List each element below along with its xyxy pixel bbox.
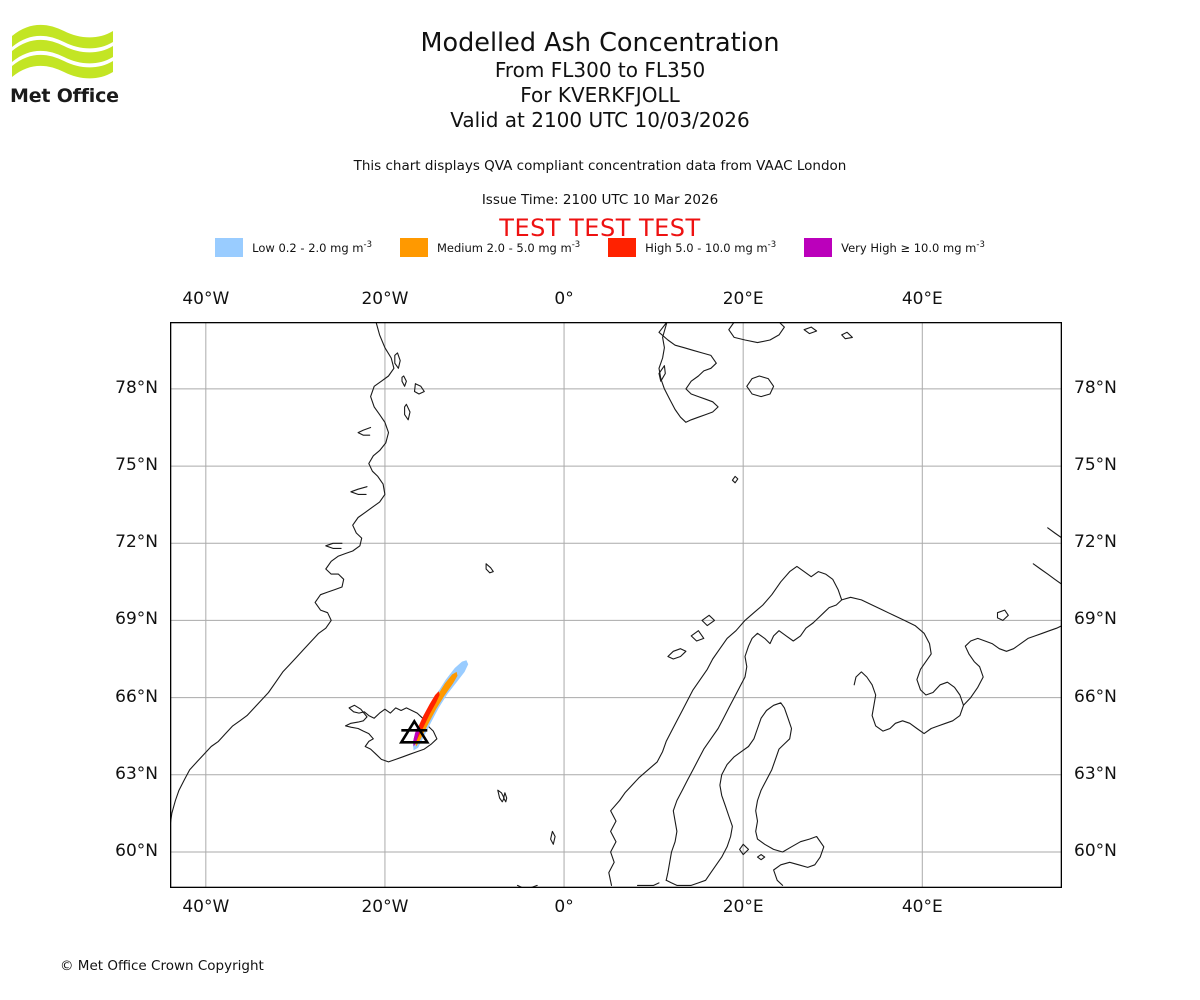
lat-tick-right-2: 66°N bbox=[1074, 686, 1117, 707]
legend-label-high: High 5.0 - 10.0 mg m-3 bbox=[645, 240, 777, 255]
met-office-logo-text: Met Office bbox=[10, 85, 119, 107]
plume-99ccff bbox=[412, 660, 469, 751]
lon-tick-top-3: 20°E bbox=[722, 289, 764, 309]
issue-time: Issue Time: 2100 UTC 10 Mar 2026 bbox=[481, 192, 719, 208]
test-banner: TEST TEST TEST bbox=[499, 214, 701, 242]
concentration-legend: Low 0.2 - 2.0 mg m-3 Medium 2.0 - 5.0 mg… bbox=[0, 238, 1200, 257]
lon-tick-bottom-1: 20°W bbox=[361, 897, 409, 917]
legend-item-medium: Medium 2.0 - 5.0 mg m-3 bbox=[399, 238, 581, 257]
lon-tick-bottom-0: 40°W bbox=[182, 897, 230, 917]
lat-tick-right-3: 69°N bbox=[1074, 609, 1117, 630]
lat-tick-right-5: 75°N bbox=[1074, 455, 1117, 476]
legend-swatch-very-high bbox=[804, 238, 833, 257]
lon-tick-bottom-2: 0° bbox=[554, 897, 574, 917]
lat-tick-left-6: 78°N bbox=[115, 377, 158, 398]
lat-tick-right-4: 72°N bbox=[1074, 532, 1117, 553]
map-background bbox=[170, 322, 1062, 888]
qva-note: This chart displays QVA compliant concen… bbox=[353, 158, 847, 174]
map-gridlines bbox=[170, 322, 1062, 888]
lat-tick-left-4: 72°N bbox=[115, 532, 158, 553]
lat-tick-right-1: 63°N bbox=[1074, 763, 1117, 784]
ash-concentration-map bbox=[170, 322, 1062, 888]
legend-item-low: Low 0.2 - 2.0 mg m-3 bbox=[215, 238, 372, 257]
lat-tick-left-0: 60°N bbox=[115, 840, 158, 861]
chart-title-block: Modelled Ash Concentration From FL300 to… bbox=[0, 28, 1200, 133]
map-frame bbox=[170, 322, 1062, 888]
lon-tick-top-0: 40°W bbox=[182, 289, 230, 309]
legend-swatch-low bbox=[215, 238, 244, 257]
lon-tick-bottom-3: 20°E bbox=[722, 897, 764, 917]
lat-tick-left-2: 66°N bbox=[115, 686, 158, 707]
wave-logo-icon bbox=[12, 24, 113, 79]
map-coastlines bbox=[170, 322, 1062, 888]
legend-label-very-high: Very High ≥ 10.0 mg m-3 bbox=[841, 240, 985, 255]
copyright-notice: © Met Office Crown Copyright bbox=[60, 958, 264, 974]
volcano-subtitle: For KVERKFJOLL bbox=[520, 83, 680, 107]
plume-ff9900 bbox=[413, 671, 458, 747]
lat-tick-left-3: 69°N bbox=[115, 609, 158, 630]
flight-level-subtitle: From FL300 to FL350 bbox=[494, 58, 706, 82]
lon-tick-top-1: 20°W bbox=[361, 289, 409, 309]
legend-item-high: High 5.0 - 10.0 mg m-3 bbox=[608, 238, 776, 257]
page-title: Modelled Ash Concentration bbox=[420, 28, 780, 58]
legend-swatch-medium bbox=[399, 238, 428, 257]
lat-tick-right-6: 78°N bbox=[1074, 377, 1117, 398]
lon-tick-top-4: 40°E bbox=[901, 289, 943, 309]
met-office-logo: Met Office bbox=[10, 22, 130, 112]
lat-tick-right-0: 60°N bbox=[1074, 840, 1117, 861]
lon-tick-top-2: 0° bbox=[554, 289, 574, 309]
lon-tick-bottom-4: 40°E bbox=[901, 897, 943, 917]
valid-time-subtitle: Valid at 2100 UTC 10/03/2026 bbox=[450, 108, 750, 132]
legend-label-medium: Medium 2.0 - 5.0 mg m-3 bbox=[436, 240, 581, 255]
legend-item-very-high: Very High ≥ 10.0 mg m-3 bbox=[804, 238, 985, 257]
lat-tick-left-5: 75°N bbox=[115, 455, 158, 476]
map-plot-area bbox=[170, 322, 1062, 888]
legend-swatch-high bbox=[608, 238, 637, 257]
lat-tick-left-1: 63°N bbox=[115, 763, 158, 784]
legend-label-low: Low 0.2 - 2.0 mg m-3 bbox=[252, 240, 372, 255]
volcano-source-marker bbox=[398, 718, 430, 744]
